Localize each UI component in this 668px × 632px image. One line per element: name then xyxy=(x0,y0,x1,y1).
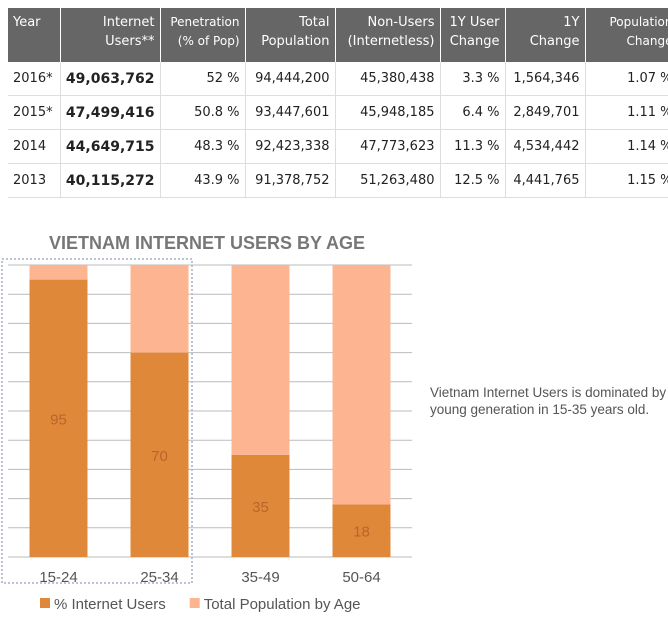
legend-label: Total Population by Age xyxy=(204,596,361,613)
header-cell: Non-Users (Internetless) xyxy=(335,8,441,62)
table-row: 2015* 47,499,416 50.8 % 93,447,601 45,948,18… xyxy=(8,95,668,130)
table-cell: 12.5 % xyxy=(440,163,506,198)
table-cell: 1.07 % xyxy=(585,62,668,96)
table-cell: 2013 xyxy=(8,163,61,198)
header-cell: Population Change xyxy=(585,8,668,62)
header-cell: 1Y User Change xyxy=(440,8,506,62)
table-row: 2014 44,649,715 48.3 % 92,423,338 47,773,623… xyxy=(8,129,668,164)
table-cell: 48.3 % xyxy=(160,129,246,164)
table-cell: 4,441,765 xyxy=(505,163,586,198)
table-cell: 47,773,623 xyxy=(335,129,441,164)
legend-swatch xyxy=(40,598,50,608)
legend-label: % Internet Users xyxy=(54,596,166,613)
header-cell: 1Y Change xyxy=(505,8,586,62)
stats-table: Year Internet Users** Penetration (% of Po… xyxy=(8,8,668,198)
header-cell: Penetration (% of Pop) xyxy=(160,8,246,62)
x-tick-label: 35-49 xyxy=(241,569,279,586)
bar-segment xyxy=(29,279,88,557)
bar-segment xyxy=(231,265,290,455)
table-cell: 94,444,200 xyxy=(245,62,336,96)
selection-box xyxy=(1,258,193,584)
table-cell: 45,380,438 xyxy=(335,62,441,96)
bar-segment xyxy=(332,265,391,505)
x-tick-label: 50-64 xyxy=(342,569,380,586)
data-label: 18 xyxy=(353,524,370,541)
x-tick-label: 15-24 xyxy=(39,569,77,586)
table-cell: 2016* xyxy=(8,62,61,96)
table-cell: 92,423,338 xyxy=(245,129,336,164)
table-cell: 1.15 % xyxy=(585,163,668,198)
table-cell: 40,115,272 xyxy=(60,163,161,198)
table-cell: 2,849,701 xyxy=(505,95,586,130)
chart-title: VIETNAM INTERNET USERS BY AGE xyxy=(49,233,365,253)
table-cell: 6.4 % xyxy=(440,95,506,130)
table-cell: 93,447,601 xyxy=(245,95,336,130)
table-cell: 2014 xyxy=(8,129,61,164)
table-cell: 3.3 % xyxy=(440,62,506,96)
header-cell: Internet Users** xyxy=(60,8,161,62)
header-row: Year Internet Users** Penetration (% of Po… xyxy=(8,8,668,62)
table-row: 2016* 49,063,762 52 % 94,444,200 45,380,438 3… xyxy=(8,62,668,96)
table-cell: 51,263,480 xyxy=(335,163,441,198)
table-cell: 43.9 % xyxy=(160,163,246,198)
data-label: 35 xyxy=(252,499,269,516)
table-cell: 44,649,715 xyxy=(60,129,161,164)
legend-swatch xyxy=(189,598,200,608)
table-cell: 1.14 % xyxy=(585,129,668,164)
table-cell: 50.8 % xyxy=(160,95,246,130)
header-cell: Total Population xyxy=(245,8,336,62)
table-cell: 47,499,416 xyxy=(60,95,161,130)
data-label: 70 xyxy=(151,448,168,465)
header-cell: Year xyxy=(8,8,61,62)
table-cell: 1.11 % xyxy=(585,95,668,130)
table-cell: 2015* xyxy=(8,95,61,130)
table-cell: 1,564,346 xyxy=(505,62,586,96)
table-cell: 49,063,762 xyxy=(60,62,161,96)
table-cell: 45,948,185 xyxy=(335,95,441,130)
annotation: Vietnam Internet Users is dominated by y… xyxy=(430,385,667,417)
data-label: 95 xyxy=(50,411,67,428)
bar-segment xyxy=(29,265,88,280)
x-tick-label: 25-34 xyxy=(140,569,178,586)
bar-segment xyxy=(130,265,189,353)
table-row: 2013 40,115,272 43.9 % 91,378,752 51,263,480… xyxy=(8,163,668,198)
table-cell: 91,378,752 xyxy=(245,163,336,198)
bar-segment xyxy=(130,352,189,557)
table-cell: 11.3 % xyxy=(440,129,506,164)
annotation-box: Vietnam Internet Users is dominated by y… xyxy=(430,384,668,424)
bar-segment xyxy=(231,454,290,557)
table-cell: 52 % xyxy=(160,62,246,96)
table-cell: 4,534,442 xyxy=(505,129,586,164)
bar-segment xyxy=(332,504,391,557)
